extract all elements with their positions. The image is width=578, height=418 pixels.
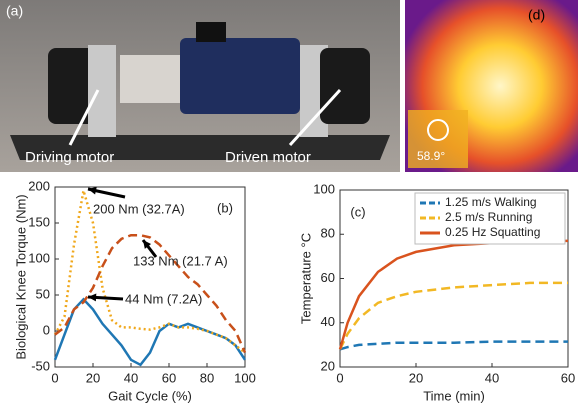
- data-line: [340, 283, 568, 349]
- x-tick-label: 0: [336, 370, 343, 385]
- x-tick-label: 20: [86, 370, 100, 385]
- annotation: (b): [217, 200, 233, 215]
- photo-d: (d) 58.9°: [405, 0, 578, 172]
- x-tick-label: 60: [162, 370, 176, 385]
- x-tick-label: 40: [124, 370, 138, 385]
- figure: (a) Driving motor Driven motor (d) 58.9°…: [0, 0, 578, 413]
- y-tick-label: -50: [31, 358, 50, 373]
- x-tick-label: 60: [561, 370, 575, 385]
- panel-label: (d): [528, 7, 545, 23]
- annotation: (c): [350, 204, 365, 219]
- legend-label: 0.25 Hz Squatting: [445, 225, 540, 239]
- x-axis-label: Gait Cycle (%): [108, 388, 192, 403]
- y-tick-label: 20: [321, 358, 335, 373]
- y-tick-label: 100: [28, 250, 50, 265]
- y-tick-label: 50: [36, 286, 50, 301]
- annotation: 133 Nm (21.7 A): [133, 253, 228, 268]
- x-tick-label: 40: [485, 370, 499, 385]
- y-tick-label: 100: [313, 181, 335, 196]
- y-tick-label: 60: [321, 270, 335, 285]
- photo-caption: Driven motor: [225, 149, 311, 166]
- x-axis-label: Time (min): [423, 388, 485, 403]
- y-tick-label: 200: [28, 178, 50, 193]
- x-tick-label: 100: [234, 370, 256, 385]
- y-tick-label: 40: [321, 314, 335, 329]
- y-tick-label: 0: [43, 322, 50, 337]
- panel-label: (a): [6, 3, 23, 19]
- y-tick-label: 150: [28, 214, 50, 229]
- legend-label: 1.25 m/s Walking: [445, 195, 537, 209]
- annotation: 44 Nm (7.2A): [125, 291, 202, 306]
- x-tick-label: 0: [51, 370, 58, 385]
- arrow-head: [88, 294, 96, 302]
- data-line: [340, 241, 568, 349]
- annotation: 200 Nm (32.7A): [93, 201, 185, 216]
- temperature-readout: 58.9°: [417, 149, 445, 163]
- y-axis-label: Temperature °C: [298, 233, 313, 324]
- data-line: [340, 342, 568, 350]
- data-line: [55, 299, 245, 365]
- x-tick-label: 20: [409, 370, 423, 385]
- legend-label: 2.5 m/s Running: [445, 210, 532, 224]
- y-axis-label: Biological Knee Torque (Nm): [13, 194, 28, 359]
- photo-caption: Driving motor: [25, 149, 114, 166]
- x-tick-label: 80: [200, 370, 214, 385]
- photo-a: (a) Driving motor Driven motor: [0, 0, 400, 172]
- y-tick-label: 80: [321, 226, 335, 241]
